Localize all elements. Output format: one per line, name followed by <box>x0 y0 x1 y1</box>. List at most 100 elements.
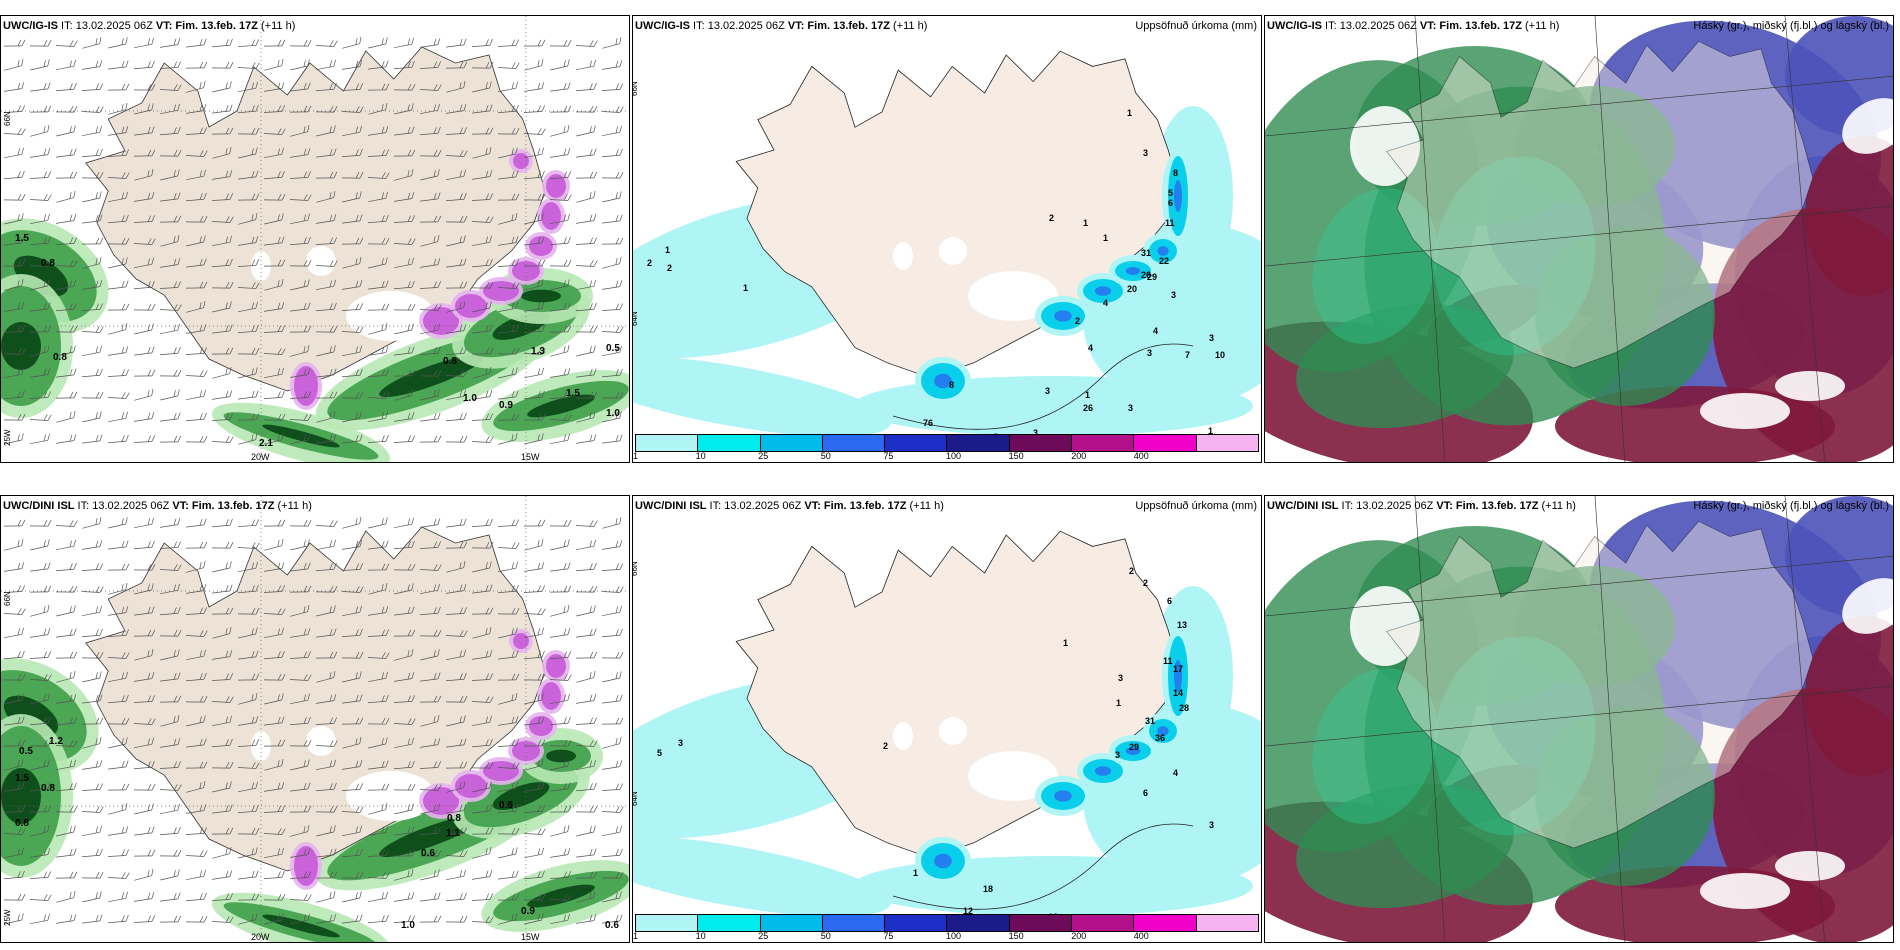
legend-swatch <box>1009 915 1073 931</box>
precip-legend: 1 10 25 50 75 100 150 200 400 <box>633 434 1261 462</box>
accum-value: 11 <box>1165 218 1175 228</box>
precip-value: 0.8 <box>443 356 457 367</box>
accum-value: 1 <box>1063 638 1068 648</box>
legend-swatch <box>885 435 948 451</box>
legend-swatch <box>1196 915 1258 931</box>
accum-value: 20 <box>1127 284 1137 294</box>
accum-value: 3 <box>678 738 683 748</box>
legend-label: 1 <box>633 451 639 461</box>
accum-value: 2 <box>1143 578 1148 588</box>
legend-swatch <box>636 915 699 931</box>
legend-swatch <box>1072 915 1135 931</box>
legend-swatch <box>1196 435 1258 451</box>
accum-value: 6 <box>1168 198 1173 208</box>
lead-time: (+11 h) <box>257 20 296 32</box>
accum-value: 13 <box>1177 620 1187 630</box>
legend-label: 150 <box>1008 451 1024 461</box>
legend-swatch <box>698 915 761 931</box>
legend-label: 200 <box>1071 931 1087 941</box>
lat-tick-label: 66N <box>632 561 639 576</box>
init-time: IT: 13.02.2025 06Z <box>706 500 805 512</box>
accum-value: 2 <box>1129 566 1134 576</box>
valid-time: VT: Fim. 13.feb. 17Z <box>787 20 890 32</box>
model-name: UWC/IG-IS <box>1267 20 1322 32</box>
accum-value: 2 <box>667 263 672 273</box>
legend-swatch <box>760 915 823 931</box>
legend-label: 10 <box>695 451 706 461</box>
init-time: IT: 13.02.2025 06Z <box>1322 20 1420 32</box>
precip-value: 0.6 <box>421 848 435 859</box>
panel-subtitle: Uppsöfnuð úrkoma (mm) <box>1135 20 1257 32</box>
precip-value: 0.8 <box>41 258 55 269</box>
lat-tick-label: 66N <box>632 81 639 96</box>
accum-value: 1 <box>1083 218 1088 228</box>
lat-tick-label: 64N <box>632 311 639 326</box>
legend-label: 75 <box>883 931 894 941</box>
model-name: UWC/DINI ISL <box>1267 500 1339 512</box>
precip-value: 0.8 <box>15 818 29 829</box>
accum-value: 3 <box>1115 750 1120 760</box>
accum-value: 5 <box>1168 188 1173 198</box>
accum-value: 22 <box>1159 256 1169 266</box>
precip-value: 0.6 <box>499 800 513 811</box>
accum-value: 2 <box>883 741 888 751</box>
accum-value: 3 <box>1171 290 1176 300</box>
legend-swatch <box>947 915 1010 931</box>
accum-value: 4 <box>1103 298 1108 308</box>
accum-value: 29 <box>1147 272 1157 282</box>
precip-value: 1.5 <box>566 388 580 399</box>
panel-header: UWC/IG-IS IT: 13.02.2025 06Z VT: Fim. 13… <box>3 20 295 32</box>
accum-value: 12 <box>963 906 973 916</box>
panel-header: UWC/DINI ISL IT: 13.02.2025 06Z VT: Fim.… <box>1267 500 1576 512</box>
legend-swatch <box>1009 435 1073 451</box>
valid-time: VT: Fim. 13.feb. 17Z <box>1419 20 1522 32</box>
legend-label: 50 <box>820 931 831 941</box>
legend-label: 50 <box>820 451 831 461</box>
legend-label: 75 <box>883 451 894 461</box>
precip-value: 0.5 <box>606 343 620 354</box>
model-name: UWC/IG-IS <box>635 20 690 32</box>
legend-label: 200 <box>1071 451 1087 461</box>
legend-label: 10 <box>695 931 706 941</box>
accum-value: 1 <box>1208 426 1213 436</box>
valid-time: VT: Fim. 13.feb. 17Z <box>172 500 275 512</box>
accum-value: 3 <box>1033 428 1038 438</box>
accum-value: 1 <box>1116 698 1121 708</box>
accum-value: 26 <box>1141 270 1151 280</box>
legend-label: 25 <box>758 931 769 941</box>
legend-label: 1 <box>633 931 639 941</box>
model-name: UWC/DINI ISL <box>3 500 75 512</box>
accum-value: 7 <box>1185 350 1190 360</box>
accum-value: 1 <box>1127 108 1132 118</box>
legend-swatch <box>1134 435 1197 451</box>
panel-header: UWC/DINI ISL IT: 13.02.2025 06Z VT: Fim.… <box>635 500 944 512</box>
accum-value: 10 <box>1215 350 1225 360</box>
lead-time: (+11 h) <box>1538 500 1576 512</box>
legend-swatch <box>698 435 761 451</box>
precip-value: 0.9 <box>521 906 535 917</box>
accum-value: 1 <box>665 245 670 255</box>
lat-tick-label: 25W <box>3 909 12 926</box>
precip-value: 0.9 <box>499 400 513 411</box>
accum-value: 76 <box>923 418 933 428</box>
legend-label: 150 <box>1008 931 1024 941</box>
accum-value: 28 <box>1179 703 1189 713</box>
lat-tick-label: 66N <box>3 591 12 606</box>
lat-tick-label: 64N <box>632 791 639 806</box>
panel-header: UWC/IG-IS IT: 13.02.2025 06Z VT: Fim. 13… <box>1267 20 1559 32</box>
init-time: IT: 13.02.2025 06Z <box>1338 500 1437 512</box>
legend-label: 400 <box>1133 931 1149 941</box>
lon-tick-label: 20W <box>251 452 270 462</box>
precip-value: 0.8 <box>447 813 461 824</box>
accum-value: 1 <box>913 868 918 878</box>
accum-value: 14 <box>1173 688 1183 698</box>
accum-value: 29 <box>1129 742 1139 752</box>
accum-value: 3 <box>1045 386 1050 396</box>
lead-time: (+11 h) <box>889 20 928 32</box>
legend-label: 100 <box>946 931 962 941</box>
lon-tick-label: 20W <box>251 932 270 942</box>
accum-value: 1 <box>1085 390 1090 400</box>
accum-value: 6 <box>1167 596 1172 606</box>
legend-swatch <box>822 435 886 451</box>
legend-swatch <box>1072 435 1135 451</box>
